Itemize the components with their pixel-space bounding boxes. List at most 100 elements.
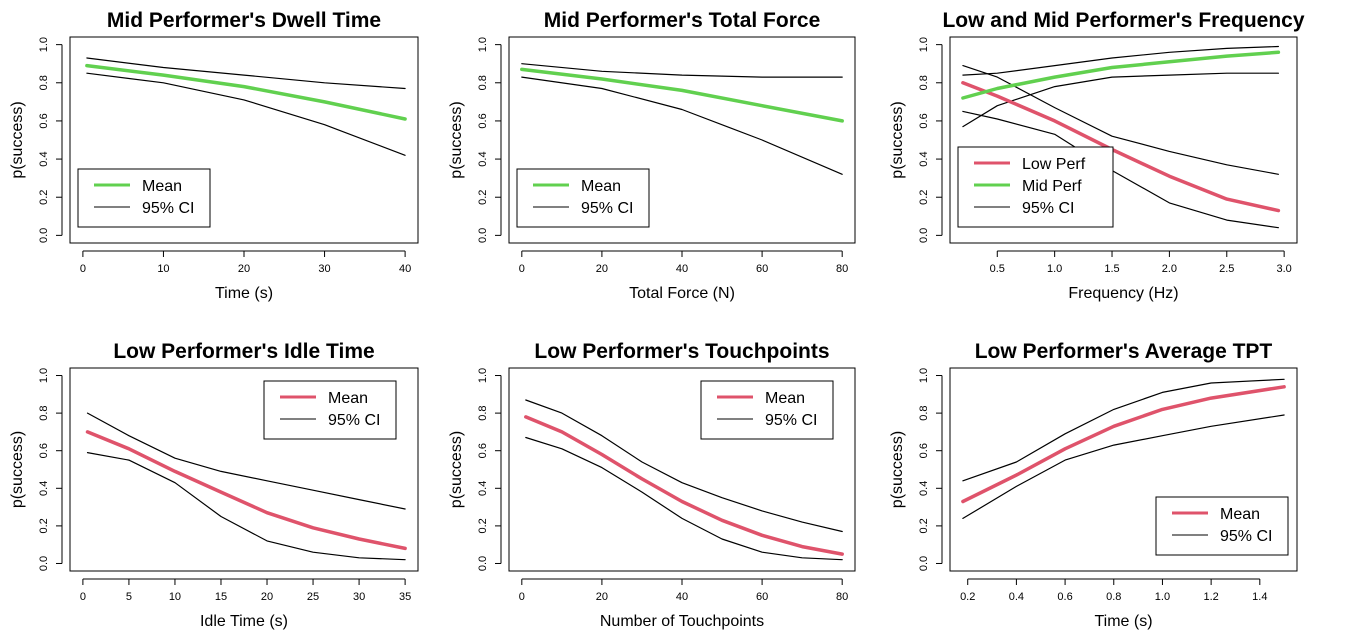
y-axis-label: p(success): [448, 101, 465, 178]
chart-panel-4: Low Performer's Idle Time 0 5 10 15 20 25 30 35 0…: [9, 340, 419, 630]
legend: Mean 95% CI: [77, 168, 211, 228]
x-axis-label: Idle Time (s): [200, 613, 288, 630]
y-tick-label: 1.0: [38, 37, 50, 52]
legend-label: 95% CI: [1022, 200, 1074, 217]
y-tick-label: 0.8: [38, 75, 50, 90]
legend-label: 95% CI: [328, 412, 380, 429]
series-ci-line: [962, 378, 1285, 482]
y-tick-label: 1.0: [477, 368, 489, 383]
x-tick-label: 0: [519, 591, 525, 603]
legend-label: Mean: [328, 390, 368, 407]
y-tick-label: 0.6: [477, 443, 489, 458]
x-axis-label: Number of Touchpoints: [600, 613, 764, 630]
x-tick-label: 0.2: [960, 591, 975, 603]
x-tick-label: 30: [353, 591, 365, 603]
x-tick-label: 35: [399, 591, 411, 603]
chart-title: Low and Mid Performer's Frequency: [942, 9, 1304, 32]
x-tick-label: 20: [596, 263, 608, 275]
y-tick-label: 0.8: [38, 405, 50, 420]
series-mean-line: [520, 67, 844, 123]
x-tick-label: 0.8: [1106, 591, 1121, 603]
x-tick-label: 0.6: [1057, 591, 1072, 603]
series-ci-line: [962, 45, 1279, 76]
y-tick-label: 0.6: [38, 113, 50, 128]
chart-title: Mid Performer's Total Force: [544, 9, 821, 32]
x-tick-label: 40: [399, 263, 411, 275]
legend: Mean 95% CI: [516, 168, 650, 228]
y-axis-label: p(success): [889, 101, 906, 178]
x-tick-label: 1.5: [1104, 263, 1119, 275]
y-tick-label: 0.8: [477, 405, 489, 420]
x-tick-label: 25: [307, 591, 319, 603]
series-ci-line: [962, 414, 1285, 519]
y-tick-label: 0.8: [477, 75, 489, 90]
series-ci-line: [86, 72, 406, 156]
legend-box: [77, 168, 211, 228]
x-tick-label: 20: [261, 591, 273, 603]
y-tick-label: 0.8: [918, 405, 930, 420]
chart-panel-2: Mid Performer's Total Force 0 20 40 60 80 0.0 0…: [448, 9, 856, 302]
x-tick-label: 2.5: [1219, 263, 1234, 275]
legend-label: 95% CI: [1220, 528, 1272, 545]
y-tick-label: 0.4: [477, 481, 489, 496]
y-tick-label: 0.0: [918, 556, 930, 571]
y-tick-label: 1.0: [918, 37, 930, 52]
y-tick-label: 0.4: [38, 151, 50, 166]
y-tick-label: 0.6: [918, 443, 930, 458]
x-tick-label: 1.0: [1047, 263, 1062, 275]
plot-frame: [508, 36, 856, 244]
legend: Low Perf Mid Perf 95% CI: [957, 146, 1114, 228]
y-tick-label: 0.8: [918, 75, 930, 90]
y-tick-label: 0.0: [38, 556, 50, 571]
series-ci-line: [86, 452, 406, 561]
legend-label: 95% CI: [142, 200, 194, 217]
y-tick-label: 0.0: [918, 228, 930, 243]
x-tick-label: 80: [836, 263, 848, 275]
y-tick-label: 0.2: [477, 190, 489, 205]
y-axis-label: p(success): [889, 431, 906, 508]
legend: Mean 95% CI: [700, 380, 834, 440]
x-axis-label: Time (s): [1094, 613, 1152, 630]
x-tick-label: 0: [519, 263, 525, 275]
x-tick-label: 3.0: [1276, 263, 1291, 275]
chart-panel-3: Low and Mid Performer's Frequency 0.5 1.0 1…: [889, 9, 1305, 302]
y-axis-label: p(success): [448, 431, 465, 508]
plot-frame: [508, 367, 856, 572]
x-axis-label: Total Force (N): [629, 285, 735, 302]
y-tick-label: 1.0: [918, 368, 930, 383]
x-tick-label: 1.4: [1252, 591, 1267, 603]
chart-panel-1: Mid Performer's Dwell Time 0 10 20 30 40 0.0 0.…: [9, 9, 419, 302]
legend-label: Mean: [765, 390, 805, 407]
y-tick-label: 0.4: [38, 481, 50, 496]
legend-label: 95% CI: [581, 200, 633, 217]
legend-label: Low Perf: [1022, 156, 1086, 173]
x-tick-label: 80: [836, 591, 848, 603]
x-tick-label: 20: [596, 591, 608, 603]
y-tick-label: 1.0: [38, 368, 50, 383]
chart-panel-5: Low Performer's Touchpoints 0 20 40 60 80 0.0 0…: [448, 340, 856, 630]
series-ci-line: [962, 72, 1279, 128]
series-ci-line: [525, 399, 843, 533]
x-tick-label: 40: [676, 591, 688, 603]
legend: Mean 95% CI: [1155, 496, 1289, 556]
y-tick-label: 0.2: [918, 190, 930, 205]
chart-panel-6: Low Performer's Average TPT 0.2 0.4 0.6 0.8 1…: [889, 340, 1298, 630]
legend-box: [957, 146, 1114, 228]
y-tick-label: 0.4: [477, 151, 489, 166]
legend-label: 95% CI: [765, 412, 817, 429]
x-tick-label: 60: [756, 263, 768, 275]
x-axis-label: Frequency (Hz): [1068, 285, 1178, 302]
x-tick-label: 30: [318, 263, 330, 275]
y-tick-label: 0.4: [918, 481, 930, 496]
legend-label: Mid Perf: [1022, 178, 1082, 195]
series-mid-perf-line: [961, 50, 1281, 100]
x-tick-label: 10: [169, 591, 181, 603]
chart-title: Low Performer's Idle Time: [113, 340, 374, 363]
x-axis-label: Time (s): [215, 285, 273, 302]
y-tick-label: 0.6: [38, 443, 50, 458]
legend-label: Mean: [581, 178, 621, 195]
legend-label: Mean: [1220, 506, 1260, 523]
series-ci-line: [521, 63, 843, 78]
x-tick-label: 60: [756, 591, 768, 603]
